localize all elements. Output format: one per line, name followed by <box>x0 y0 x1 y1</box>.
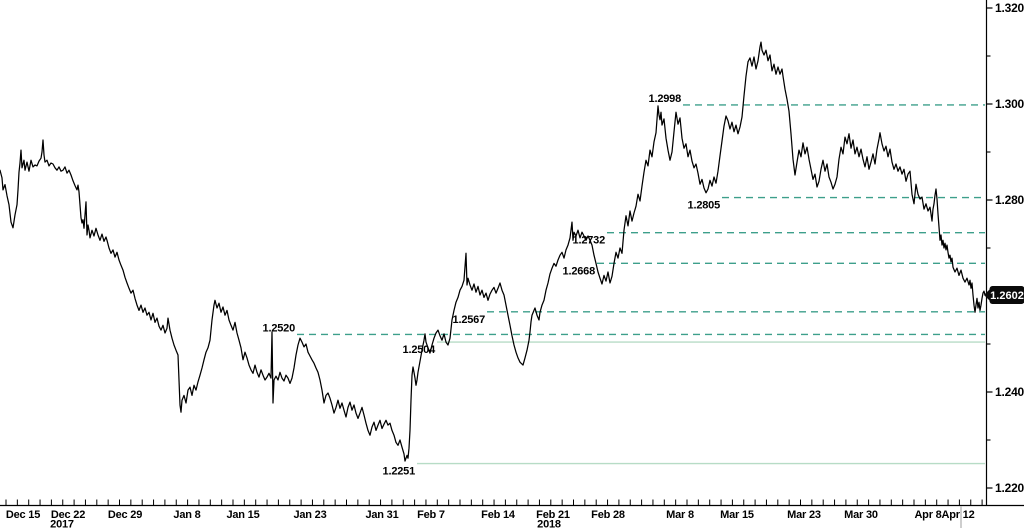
y-axis-label: 1.2200 <box>995 481 1024 495</box>
x-axis-label: Jan 15 <box>226 509 259 521</box>
x-axis-label: Dec 22 <box>51 509 85 521</box>
level-label-1.2567: 1.2567 <box>453 314 486 326</box>
x-axis-label: Feb 7 <box>417 509 445 521</box>
x-axis-label: Mar 23 <box>787 509 821 521</box>
y-axis-label: 1.3000 <box>995 97 1024 111</box>
x-axis-label: Feb 14 <box>481 509 516 521</box>
price-series-line <box>0 41 986 462</box>
x-axis-label: Jan 31 <box>365 509 398 521</box>
x-axis-label: Dec 15 <box>6 509 40 521</box>
year-label: 2018 <box>537 519 561 528</box>
level-label-1.2998: 1.2998 <box>649 93 682 105</box>
level-label-1.2668: 1.2668 <box>563 265 596 277</box>
level-label-1.2251: 1.2251 <box>383 466 416 478</box>
level-label-1.2805: 1.2805 <box>688 200 721 212</box>
x-axis-label: Mar 15 <box>720 509 754 521</box>
y-axis-label: 1.3200 <box>995 1 1024 15</box>
level-label-1.2732: 1.2732 <box>573 235 606 247</box>
x-axis-label: Mar 8 <box>666 509 694 521</box>
x-axis-label: Apr 12 <box>941 509 974 521</box>
x-axis-label: Feb 21 <box>536 509 570 521</box>
y-axis-label: 1.2800 <box>995 193 1024 207</box>
last-price-text: 1.2602 <box>990 290 1024 302</box>
x-axis-label: Jan 8 <box>173 509 200 521</box>
x-axis-label: Apr 8 <box>914 509 941 521</box>
year-label: 2017 <box>50 519 74 528</box>
x-axis-label: Feb 28 <box>591 509 625 521</box>
x-axis-label: Dec 29 <box>108 509 142 521</box>
last-price-badge-arrow <box>984 288 991 302</box>
level-label-1.2504: 1.2504 <box>403 344 437 356</box>
y-axis-label: 1.2400 <box>995 385 1024 399</box>
x-axis-label: Jan 23 <box>293 509 326 521</box>
x-axis-label: Mar 30 <box>844 509 878 521</box>
level-label-1.2520: 1.2520 <box>263 322 296 334</box>
last-price-badge <box>989 286 1024 305</box>
